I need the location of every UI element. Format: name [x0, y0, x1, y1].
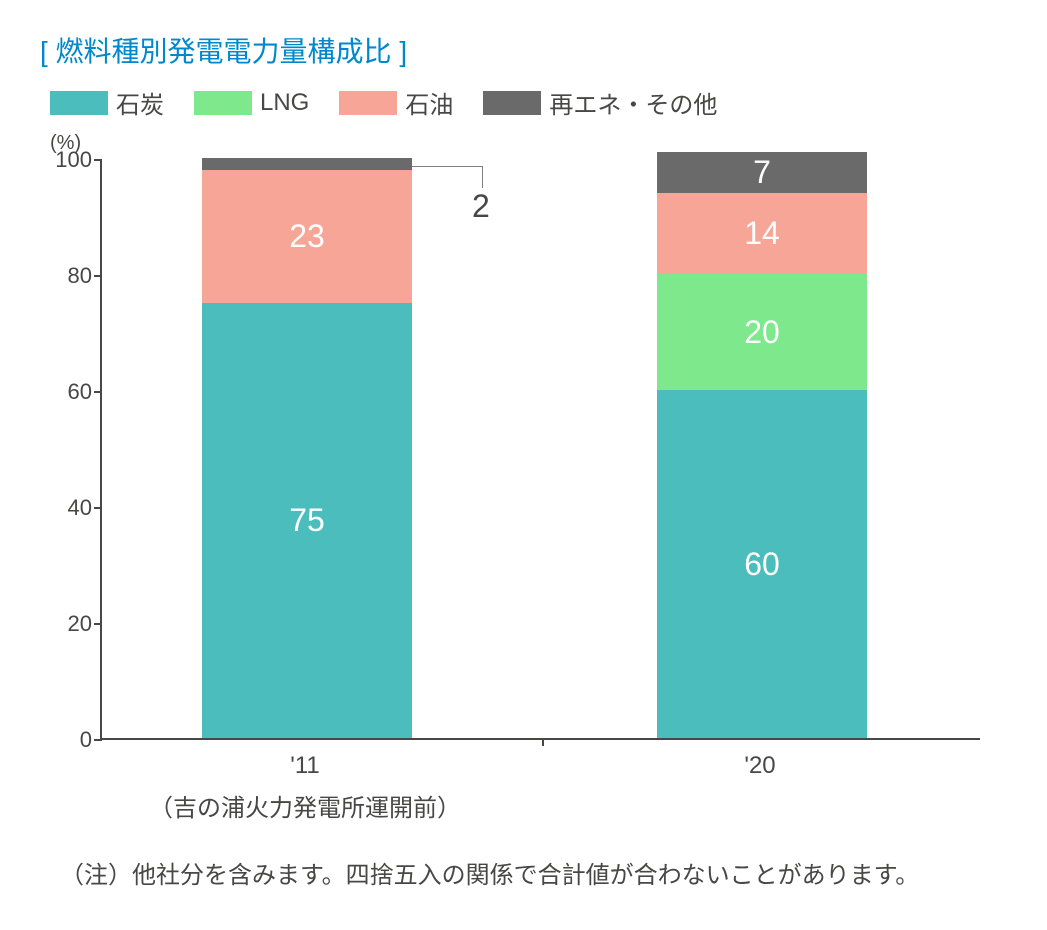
legend-item: 石油 — [339, 85, 453, 120]
y-tick-mark — [94, 391, 102, 393]
segment-value: 20 — [744, 314, 780, 351]
bar-segment-renew: 7 — [657, 152, 867, 193]
segment-value: 60 — [744, 546, 780, 583]
legend-swatch — [194, 91, 252, 115]
chart-title: [ 燃料種別発電電力量構成比 ] — [40, 30, 1017, 70]
legend-label: LNG — [260, 89, 309, 117]
chart-area: (%) 020406080100752360201472 '11（吉の浦火力発電… — [100, 140, 1000, 780]
y-tick-label: 100 — [47, 147, 92, 173]
legend-item: 再エネ・その他 — [483, 85, 717, 120]
y-tick-label: 80 — [47, 263, 92, 289]
footnote: （注）他社分を含みます。四捨五入の関係で合計値が合わないことがあります。 — [60, 855, 919, 890]
x-tick-mark — [542, 738, 544, 746]
bar-segment-coal: 75 — [202, 303, 412, 738]
bar-segment-oil: 23 — [202, 170, 412, 303]
legend-label: 石油 — [405, 85, 453, 120]
segment-value: 7 — [753, 154, 771, 191]
y-tick-mark — [94, 507, 102, 509]
legend-label: 再エネ・その他 — [549, 85, 717, 120]
legend-item: 石炭 — [50, 85, 164, 120]
y-tick-mark — [94, 623, 102, 625]
x-axis-sublabel: （吉の浦火力発電所運開前） — [149, 788, 461, 823]
y-tick-label: 60 — [47, 379, 92, 405]
y-tick-mark — [94, 159, 102, 161]
x-axis-label: '11 — [290, 752, 320, 780]
bar-segment-coal: 60 — [657, 390, 867, 738]
bar-segment-oil: 14 — [657, 193, 867, 274]
y-tick-label: 20 — [47, 611, 92, 637]
y-tick-label: 0 — [47, 727, 92, 753]
callout-line — [482, 166, 483, 188]
legend-item: LNG — [194, 89, 309, 117]
bar-segment-renew — [202, 158, 412, 170]
bar: 60 20 14 7 — [657, 152, 867, 738]
callout-line — [412, 166, 482, 167]
legend-swatch — [339, 91, 397, 115]
callout-value: 2 — [472, 188, 490, 225]
y-tick-mark — [94, 739, 102, 741]
y-tick-mark — [94, 275, 102, 277]
segment-value: 14 — [744, 215, 780, 252]
segment-value: 75 — [289, 502, 325, 539]
x-axis-label: '20 — [744, 752, 775, 780]
legend-swatch — [50, 91, 108, 115]
plot-area: 020406080100752360201472 — [100, 160, 980, 740]
y-tick-label: 40 — [47, 495, 92, 521]
segment-value: 23 — [289, 218, 325, 255]
bar: 75 23 — [202, 158, 412, 738]
legend-swatch — [483, 91, 541, 115]
legend: 石炭 LNG 石油 再エネ・その他 — [50, 85, 1017, 120]
legend-label: 石炭 — [116, 85, 164, 120]
bar-segment-lng: 20 — [657, 274, 867, 390]
